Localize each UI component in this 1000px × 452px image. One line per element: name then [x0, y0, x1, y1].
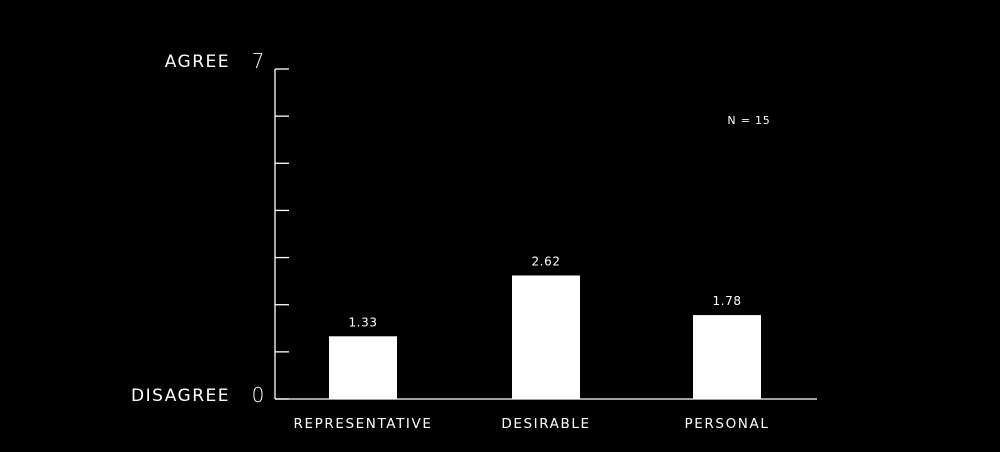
value-label-personal: 1.78: [712, 294, 741, 308]
bar-personal: [693, 315, 761, 399]
bar-desirable: [512, 275, 580, 399]
y-axis-ticks: [275, 68, 289, 400]
y-axis-top-value: 7: [252, 49, 265, 73]
sample-size-note: N = 15: [727, 114, 770, 127]
y-axis-bottom-value: 0: [252, 383, 265, 407]
category-label-personal: PERSONAL: [685, 416, 770, 432]
bar-representative: [329, 336, 397, 399]
bars: [329, 275, 761, 399]
category-label-desirable: DESIRABLE: [501, 416, 590, 432]
value-label-representative: 1.33: [348, 315, 377, 329]
category-label-representative: REPRESENTATIVE: [294, 416, 433, 432]
value-label-desirable: 2.62: [531, 254, 560, 268]
labels: AGREE 7 DISAGREE 0 N = 15 1.33 REPRESENTA…: [131, 49, 770, 432]
y-axis-top-label: AGREE: [165, 52, 230, 72]
y-axis-bottom-label: DISAGREE: [131, 386, 230, 406]
